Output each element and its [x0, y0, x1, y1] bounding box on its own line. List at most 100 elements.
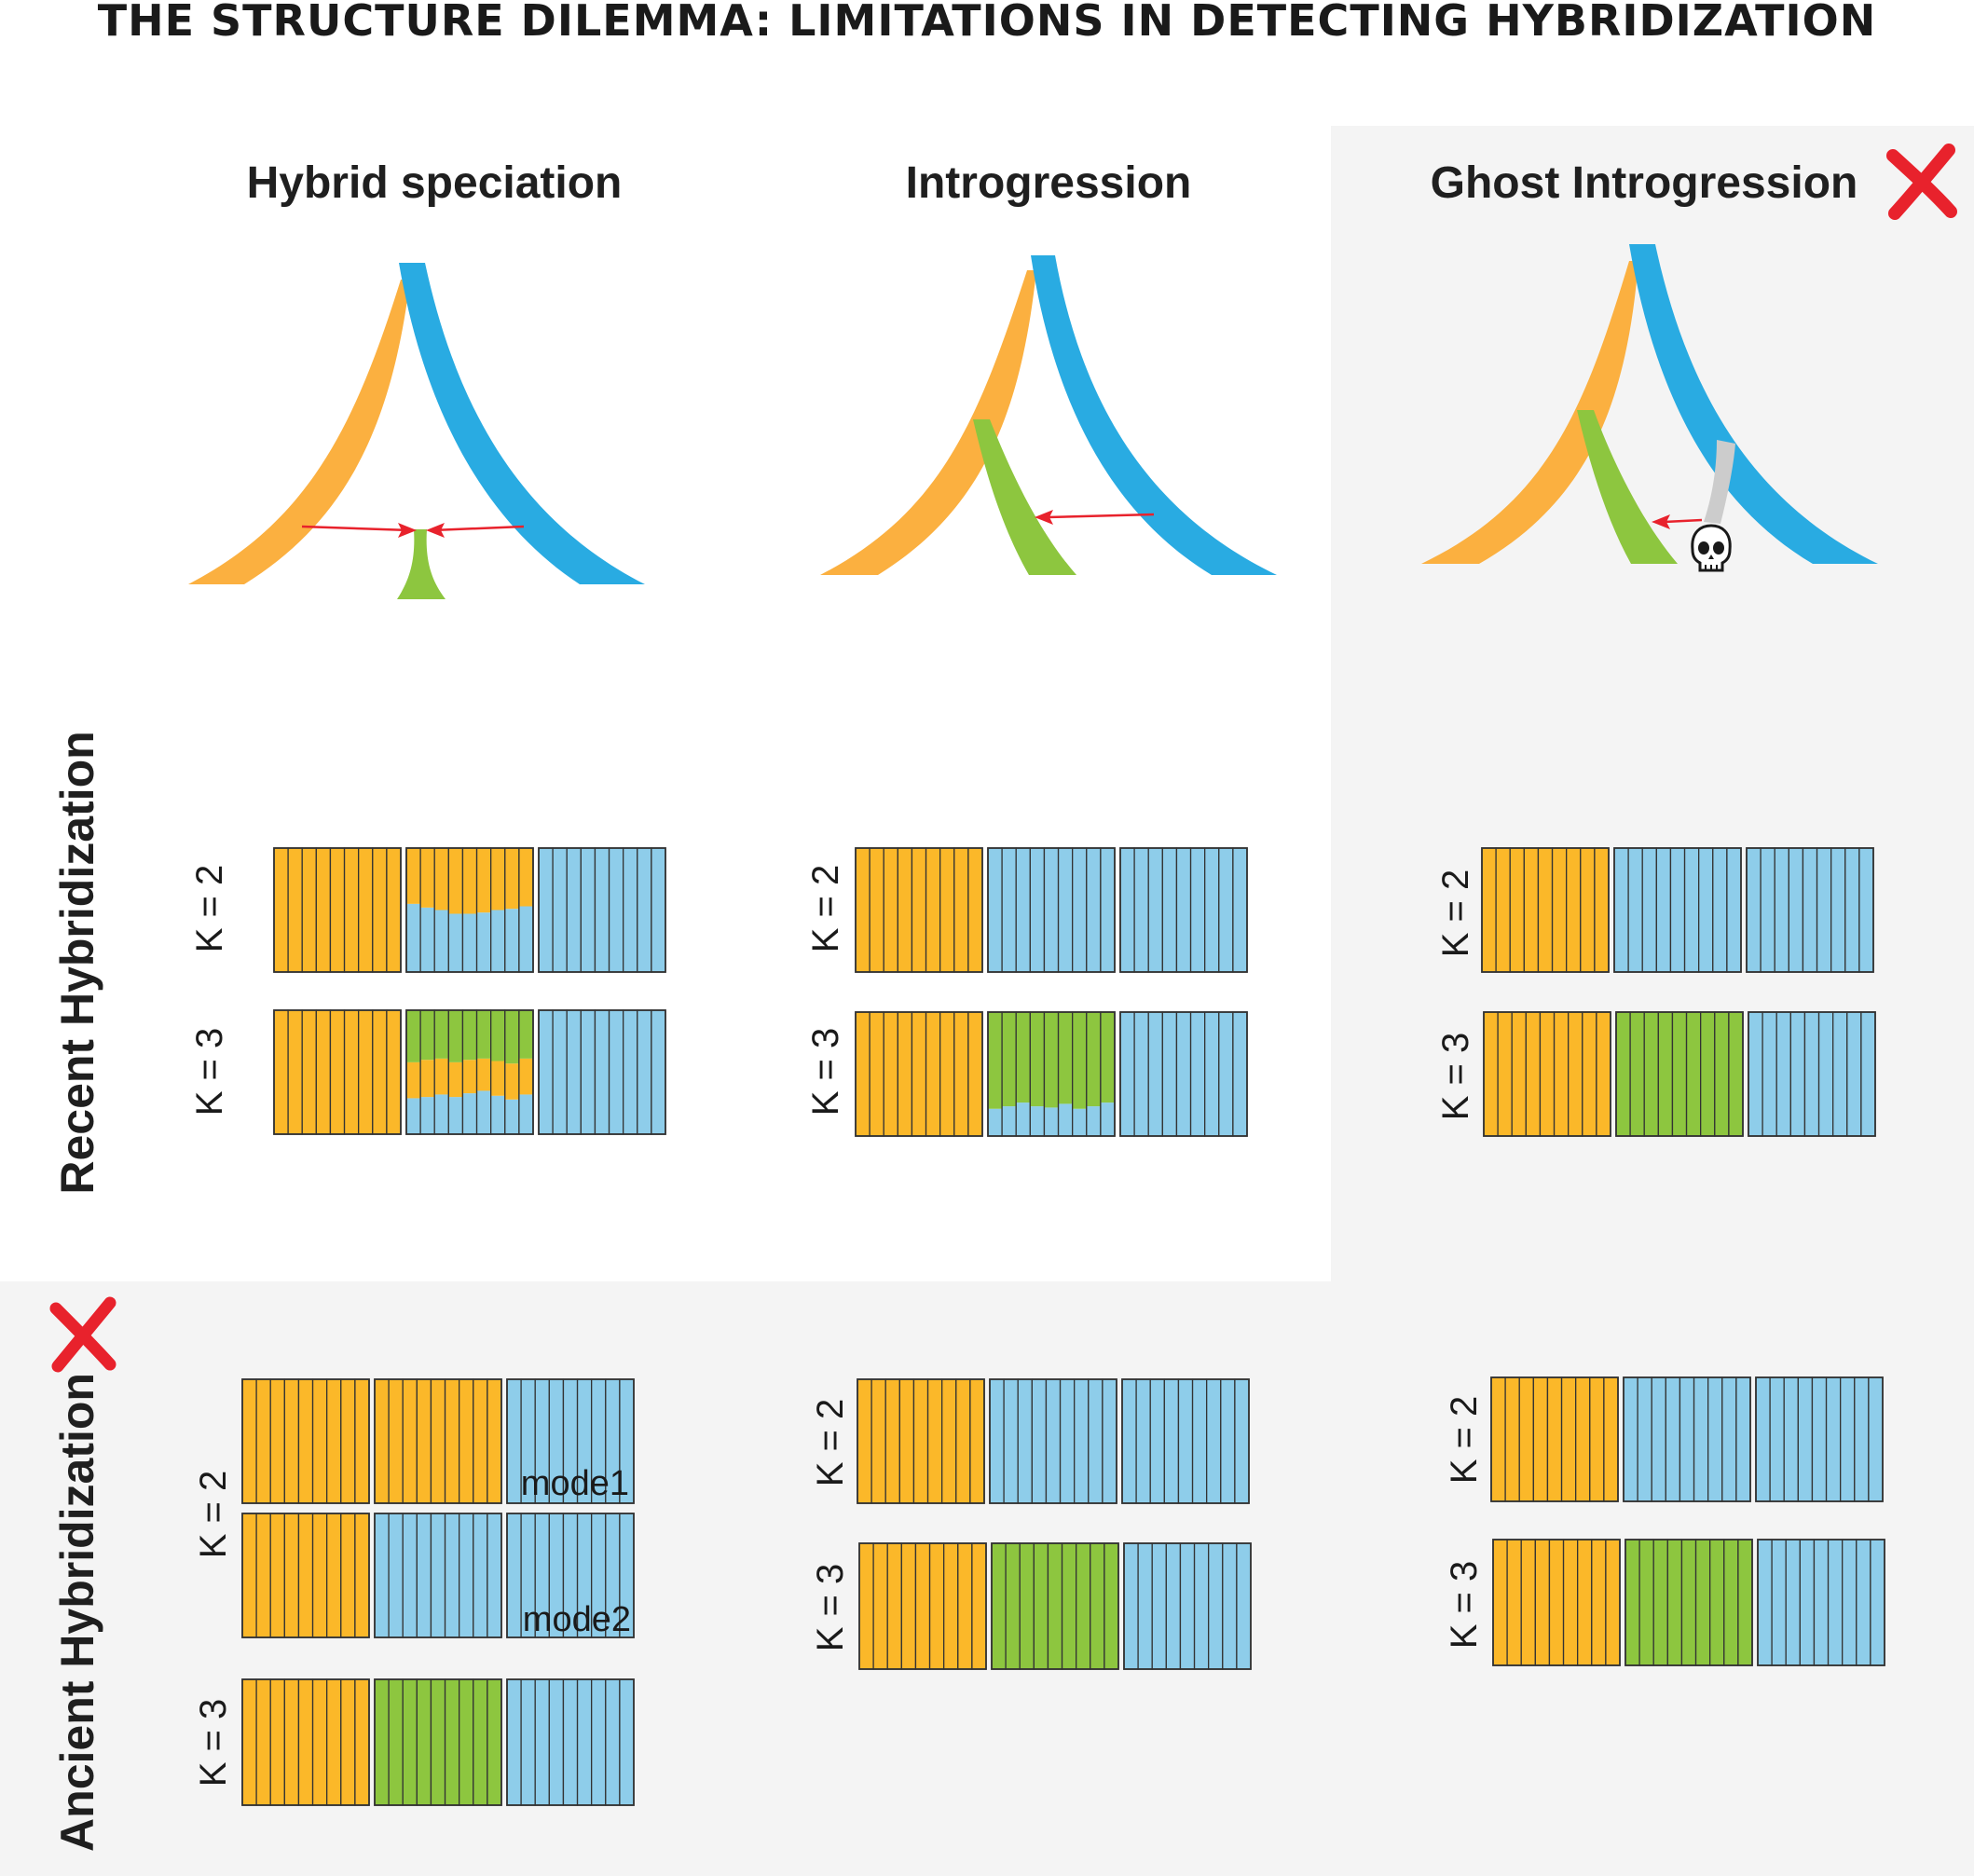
- bar-segment: [504, 1010, 519, 1064]
- red-x-icon: [49, 1296, 117, 1373]
- block-outline: [538, 847, 666, 973]
- bar-segment: [1566, 848, 1581, 972]
- individual-bar: [1582, 1011, 1597, 1137]
- bar-segment: [1176, 848, 1191, 972]
- bar-segment: [490, 848, 505, 911]
- individual-bar: [1666, 1539, 1683, 1666]
- individual-bar: [1846, 1011, 1862, 1137]
- bar-segment: [1803, 848, 1817, 972]
- bar-segment: [898, 848, 912, 972]
- bar-segment: [406, 903, 421, 972]
- individual-bar: [340, 1378, 356, 1504]
- individual-bar: [1100, 847, 1116, 973]
- bar-segment: [256, 1379, 271, 1503]
- bar-segment: [274, 1010, 289, 1134]
- bar-segment: [344, 848, 359, 972]
- individual-bar: [444, 1513, 460, 1638]
- structure-block: [855, 847, 983, 973]
- bar-segment: [284, 1513, 299, 1637]
- bar-segment: [1591, 1540, 1606, 1665]
- bar-segment: [386, 848, 401, 972]
- bar-segment: [1002, 1106, 1017, 1136]
- bar-segment: [1672, 1012, 1687, 1136]
- bar-segment: [389, 1379, 404, 1503]
- individual-bar: [1693, 1376, 1709, 1502]
- block-outline: [538, 1009, 666, 1135]
- individual-bar: [967, 1011, 983, 1137]
- bar-segment: [1058, 1103, 1073, 1136]
- individual-bar: [1546, 1376, 1563, 1502]
- individual-bar: [433, 1009, 449, 1135]
- individual-bar: [1047, 1542, 1063, 1670]
- bar-segment: [651, 848, 665, 972]
- individual-bar: [1712, 847, 1728, 973]
- individual-bar: [386, 1009, 402, 1135]
- bar-segment: [1058, 848, 1073, 972]
- bar-segment: [326, 1513, 341, 1637]
- individual-bar: [897, 1011, 913, 1137]
- bar-segment: [1122, 1379, 1137, 1503]
- k-label: K = 3: [1435, 1033, 1476, 1121]
- block-outline: [1623, 1376, 1751, 1502]
- individual-bar: [1133, 847, 1149, 973]
- bar-segment: [1563, 1540, 1578, 1665]
- bar-segment: [619, 1513, 634, 1637]
- bar-segment: [476, 912, 491, 972]
- structure-block: [538, 847, 666, 973]
- individual-bar: [1518, 1376, 1534, 1502]
- individual-bar: [991, 1542, 1007, 1670]
- individual-bar: [1123, 1542, 1139, 1670]
- bar-segment: [1540, 1012, 1555, 1136]
- red-x-icon: [1886, 144, 1957, 220]
- individual-bar: [1163, 1378, 1180, 1504]
- bar-segment: [1062, 1543, 1076, 1669]
- individual-bar: [402, 1678, 418, 1806]
- bar-segment: [870, 1012, 884, 1136]
- individual-bar: [255, 1678, 271, 1806]
- individual-bar: [1208, 1542, 1224, 1670]
- bar-segment: [1148, 848, 1163, 972]
- individual-bar: [1175, 1011, 1192, 1137]
- individual-bar: [1591, 1539, 1607, 1666]
- bar-segment: [577, 1679, 592, 1805]
- bar-segment: [1735, 1377, 1750, 1501]
- individual-bar: [925, 1011, 941, 1137]
- bar-segment: [1870, 1540, 1885, 1665]
- individual-bar: [883, 847, 898, 973]
- block-outline: [1121, 1378, 1250, 1504]
- lineage-blue: [1629, 244, 1878, 564]
- individual-bar: [538, 847, 554, 973]
- individual-bar: [1723, 1539, 1739, 1666]
- bar-segment: [898, 1012, 912, 1136]
- bar-segment: [1134, 1012, 1149, 1136]
- bar-segment: [651, 1010, 665, 1134]
- structure-block: [991, 1542, 1119, 1670]
- k-label: K = 2: [1435, 870, 1476, 958]
- bar-segment: [1826, 1377, 1841, 1501]
- structure-block: [506, 1378, 635, 1504]
- individual-bar: [1520, 1539, 1536, 1666]
- individual-bar: [1551, 847, 1568, 973]
- bar-segment: [1693, 1377, 1708, 1501]
- bar-segment: [967, 1012, 982, 1136]
- bar-segment: [406, 848, 421, 904]
- individual-bar: [1827, 1539, 1844, 1666]
- bar-segment: [473, 1513, 487, 1637]
- bar-segment: [971, 1543, 986, 1669]
- bar-segment: [1644, 1012, 1659, 1136]
- bar-segment: [539, 1010, 554, 1134]
- individual-bar: [1147, 1011, 1163, 1137]
- bar-segment: [1491, 1377, 1506, 1501]
- bar-segment: [1652, 1377, 1666, 1501]
- bar-segment: [406, 1061, 421, 1099]
- bar-segment: [1134, 848, 1149, 972]
- bar-segment: [990, 1379, 1005, 1503]
- individual-bar: [283, 1513, 300, 1638]
- bar-segment: [1030, 1106, 1045, 1136]
- individual-bar: [1652, 1539, 1668, 1666]
- individual-bar: [1553, 1011, 1570, 1137]
- column-heading-introgression: Introgression: [906, 158, 1192, 208]
- individual-bar: [1655, 847, 1672, 973]
- individual-bar: [925, 847, 941, 973]
- individual-bar: [637, 847, 652, 973]
